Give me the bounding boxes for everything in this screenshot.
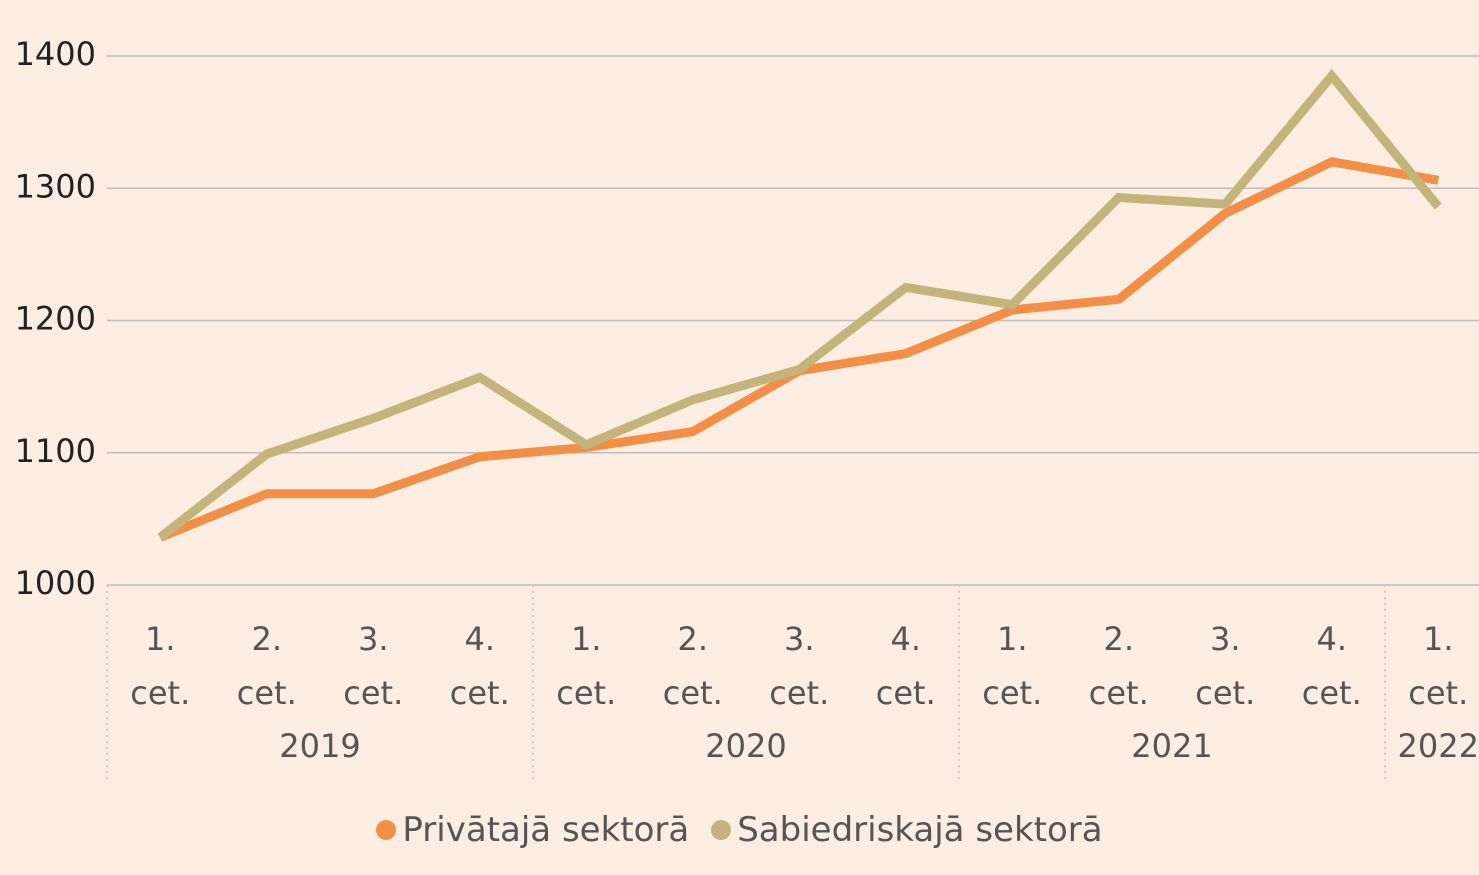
legend-item: Sabiedriskajā sektorā (711, 810, 1103, 850)
x-tick-label: 1. cet. (556, 620, 617, 712)
line-series (158, 157, 1440, 542)
y-tick-label: 1300 (15, 167, 96, 205)
y-tick-label: 1000 (15, 564, 96, 602)
y-tick-label: 1400 (15, 35, 96, 73)
x-tick-label: 4. cet. (449, 620, 510, 712)
x-tick-label: 2. cet. (1088, 620, 1149, 712)
x-tick-label: 2. cet. (662, 620, 723, 712)
legend: Privātajā sektorā Sabiedriskajā sektorā (0, 810, 1479, 850)
y-tick-label: 1200 (15, 300, 96, 338)
x-tick-label: 1. cet. (130, 620, 191, 712)
x-tick-label: 4. cet. (875, 620, 936, 712)
legend-label: Sabiedriskajā sektorā (737, 810, 1103, 850)
x-tick-label: 1. cet. (982, 620, 1043, 712)
x-group-label: 2019 (279, 727, 360, 765)
legend-label: Privātajā sektorā (402, 810, 690, 850)
legend-item: Privātajā sektorā (376, 810, 689, 850)
x-tick-label: 2. cet. (236, 620, 297, 712)
y-tick-label: 1100 (15, 432, 96, 470)
x-tick-label: 3. cet. (1195, 620, 1256, 712)
x-group-label: 2021 (1131, 727, 1212, 765)
legend-swatch (376, 820, 397, 840)
x-tick-label: 3. cet. (769, 620, 830, 712)
x-group-label: 2020 (705, 727, 786, 765)
line-series (157, 68, 1442, 541)
x-tick-label: 1. cet. (1408, 620, 1469, 712)
legend-swatch (711, 820, 732, 840)
x-tick-label: 3. cet. (343, 620, 404, 712)
x-group-label: 2022 (1398, 727, 1479, 765)
x-tick-label: 4. cet. (1301, 620, 1362, 712)
